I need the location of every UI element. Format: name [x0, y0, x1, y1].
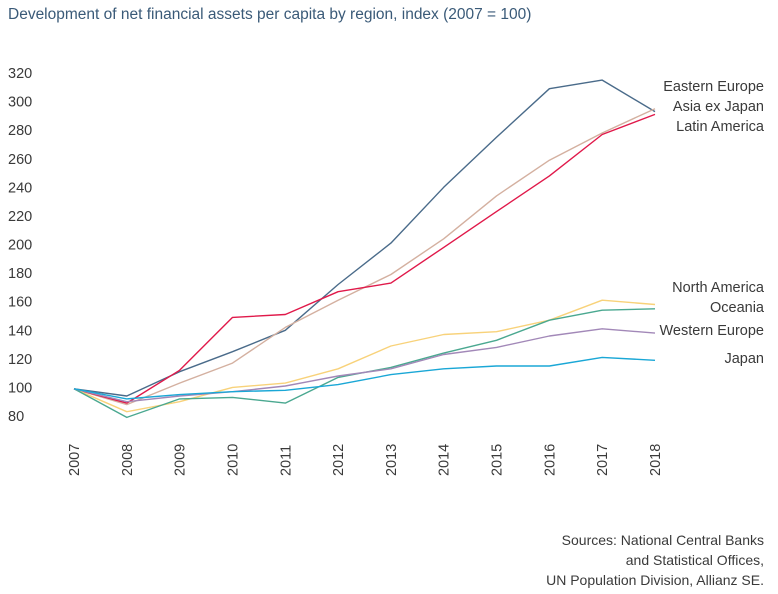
- y-tick-label: 260: [8, 152, 32, 168]
- series-line-eastern-europe: [73, 79, 656, 397]
- source-line: and Statistical Offices,: [625, 552, 764, 568]
- series-label: Latin America: [676, 119, 765, 135]
- x-tick-label: 2007: [67, 444, 83, 476]
- y-tick-label: 280: [8, 123, 32, 139]
- series-label: Eastern Europe: [663, 79, 764, 95]
- y-tick-label: 80: [8, 409, 24, 425]
- x-tick-label: 2010: [225, 444, 241, 476]
- x-tick-label: 2009: [173, 444, 189, 476]
- x-tick-label: 2013: [384, 444, 400, 476]
- y-axis-ticks: 80 100 120 140 160 180 200 220 240 260 280 300 320: [8, 66, 32, 425]
- x-tick-label: 2008: [120, 444, 136, 476]
- x-tick-label: 2017: [595, 444, 611, 476]
- x-axis-ticks: 2007 2008 2009 2010 2011 2012 2013 2014 2015 2016…: [67, 444, 664, 476]
- x-tick-label: 2018: [648, 444, 664, 476]
- series-line-western-europe: [73, 328, 656, 403]
- y-tick-label: 160: [8, 295, 32, 311]
- x-tick-label: 2012: [331, 444, 347, 476]
- source-note: Sources: National Central Banks and Stat…: [546, 530, 764, 590]
- x-tick-label: 2011: [278, 445, 294, 476]
- series-label: Western Europe: [659, 323, 764, 339]
- y-tick-label: 140: [8, 323, 32, 339]
- chart-title: Development of net financial assets per …: [8, 6, 532, 23]
- x-tick-label: 2016: [542, 444, 558, 476]
- y-tick-label: 180: [8, 266, 32, 282]
- series-label: Japan: [724, 351, 764, 367]
- source-line: Sources: National Central Banks: [561, 532, 764, 548]
- y-tick-label: 100: [8, 380, 32, 396]
- source-line: UN Population Division, Allianz SE.: [546, 572, 764, 588]
- series-labels: Eastern Europe Asia ex Japan Latin America…: [659, 79, 764, 367]
- series-line-north-america: [73, 299, 656, 413]
- series-lines: [73, 79, 656, 419]
- x-tick-label: 2014: [437, 444, 453, 476]
- y-tick-label: 240: [8, 180, 32, 196]
- series-label: Asia ex Japan: [673, 99, 764, 115]
- y-tick-label: 220: [8, 209, 32, 225]
- y-tick-label: 320: [8, 66, 32, 82]
- series-label: Oceania: [710, 300, 765, 316]
- y-tick-label: 300: [8, 95, 32, 111]
- y-tick-label: 200: [8, 238, 32, 254]
- y-tick-label: 120: [8, 352, 32, 368]
- series-line-asia-ex-japan: [73, 108, 656, 406]
- x-tick-label: 2015: [490, 444, 506, 476]
- series-label: North America: [672, 280, 765, 296]
- series-line-japan: [73, 356, 656, 400]
- series-line-latin-america: [73, 113, 656, 404]
